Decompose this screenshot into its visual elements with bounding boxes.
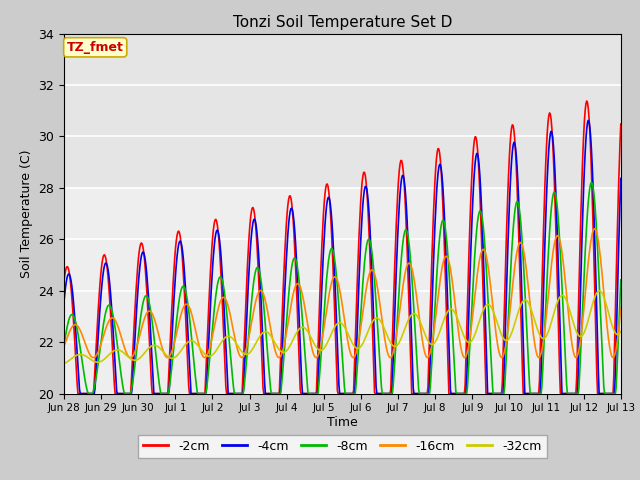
-4cm <box>185 345 193 351</box>
-16cm <box>609 355 617 360</box>
-16cm <box>70 322 78 328</box>
-16cm <box>127 355 135 360</box>
Line: -32cm: -32cm <box>64 291 621 363</box>
-4cm <box>70 306 78 312</box>
-4cm <box>76 391 84 396</box>
-2cm <box>70 327 78 333</box>
Line: -8cm: -8cm <box>64 182 621 394</box>
Title: Tonzi Soil Temperature Set D: Tonzi Soil Temperature Set D <box>233 15 452 30</box>
-2cm <box>428 280 435 286</box>
-4cm <box>617 176 625 181</box>
-16cm <box>426 349 434 355</box>
-16cm <box>591 226 598 232</box>
Text: TZ_fmet: TZ_fmet <box>67 41 124 54</box>
-2cm <box>411 391 419 396</box>
-32cm <box>60 360 68 366</box>
-2cm <box>74 391 82 396</box>
-2cm <box>128 362 136 368</box>
-8cm <box>617 277 625 283</box>
-8cm <box>411 323 419 329</box>
-16cm <box>617 305 625 311</box>
-2cm <box>617 121 625 127</box>
-32cm <box>184 339 192 345</box>
-32cm <box>617 328 625 334</box>
-16cm <box>184 302 192 308</box>
-32cm <box>426 341 434 347</box>
-16cm <box>410 276 418 282</box>
-4cm <box>411 391 419 396</box>
-8cm <box>70 314 78 320</box>
Y-axis label: Soil Temperature (C): Soil Temperature (C) <box>20 149 33 278</box>
Line: -4cm: -4cm <box>64 120 621 394</box>
Bar <box>64 34 621 188</box>
-8cm <box>85 391 93 396</box>
-2cm <box>185 383 193 389</box>
Line: -16cm: -16cm <box>64 229 621 358</box>
-16cm <box>60 343 68 349</box>
-8cm <box>588 180 595 185</box>
-8cm <box>428 372 435 378</box>
X-axis label: Time: Time <box>327 416 358 429</box>
-32cm <box>410 311 418 316</box>
-2cm <box>583 98 591 104</box>
-32cm <box>70 354 78 360</box>
-8cm <box>60 342 68 348</box>
-8cm <box>185 308 193 313</box>
-32cm <box>595 288 603 294</box>
-4cm <box>128 386 136 392</box>
-4cm <box>428 331 435 337</box>
-8cm <box>128 383 136 389</box>
-8cm <box>214 279 222 285</box>
-16cm <box>214 310 221 315</box>
-32cm <box>127 356 135 362</box>
-4cm <box>60 299 68 304</box>
-2cm <box>60 278 68 284</box>
-32cm <box>214 346 221 352</box>
Line: -2cm: -2cm <box>64 101 621 394</box>
-4cm <box>214 228 222 234</box>
-4cm <box>584 118 592 123</box>
Legend: -2cm, -4cm, -8cm, -16cm, -32cm: -2cm, -4cm, -8cm, -16cm, -32cm <box>138 434 547 457</box>
-2cm <box>214 228 222 234</box>
